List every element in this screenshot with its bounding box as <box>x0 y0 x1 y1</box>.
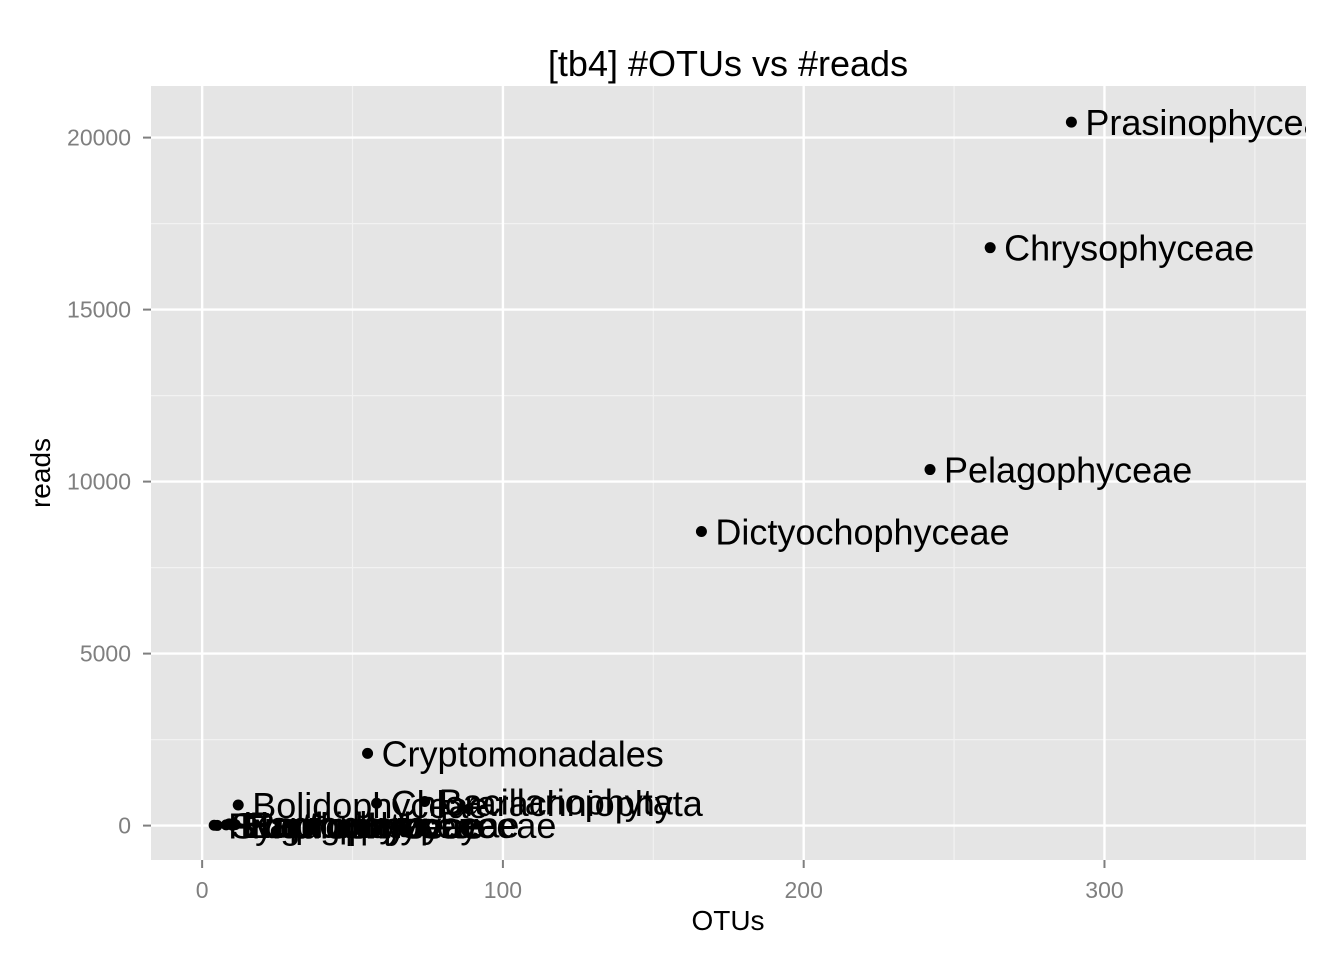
y-tick-label: 5000 <box>80 641 131 667</box>
major-grid <box>151 86 1306 860</box>
point-label: Raphidophyceae <box>249 805 519 846</box>
data-point <box>419 796 431 808</box>
data-point <box>924 464 936 476</box>
point-label: Xanthophyceae <box>246 805 496 846</box>
x-tick-label: 300 <box>1085 877 1123 903</box>
x-tick-label: 200 <box>785 877 823 903</box>
point-label: Dictyochophyceae <box>715 511 1009 552</box>
point-label: Chlorarachniophyta <box>391 783 704 824</box>
y-axis-ticks: 0 5000 10000 15000 20000 <box>67 125 151 839</box>
y-tick-label: 15000 <box>67 297 131 323</box>
x-tick-label: 0 <box>196 877 209 903</box>
point-label: Synurophyceae <box>231 805 481 846</box>
data-point <box>1065 116 1077 128</box>
points-layer: Prasinophyceae Chrysophyceae Pelagophyceae… <box>208 102 1343 846</box>
point-label: Chrysophyceae <box>1004 228 1254 269</box>
y-tick-label: 20000 <box>67 125 131 151</box>
point-label: Cryptomonadales <box>382 733 664 774</box>
chart-title: [tb4] #OTUs vs #reads <box>548 43 908 84</box>
point-label: Bolidophyceae <box>252 785 488 826</box>
y-tick-label: 10000 <box>67 469 131 495</box>
data-point <box>211 819 223 831</box>
data-point <box>226 819 238 831</box>
point-label: Pinguiophyceae <box>228 805 484 846</box>
data-point <box>695 525 707 537</box>
point-label: Pelagophyceae <box>944 450 1192 491</box>
x-tick-label: 100 <box>484 877 522 903</box>
minor-grid <box>151 86 1306 860</box>
data-point <box>984 242 996 254</box>
point-label: Haptophyta <box>243 804 428 845</box>
data-point <box>362 747 374 759</box>
point-label: Eustigmatophyceae <box>240 805 556 846</box>
x-axis-title: OTUs <box>691 905 764 936</box>
y-axis-title: reads <box>25 438 56 508</box>
data-point <box>371 797 383 809</box>
point-label: Bacillariophyta <box>439 782 674 823</box>
point-label: Prasinophyceae <box>1085 102 1343 143</box>
x-axis-ticks: 0 100 200 300 <box>196 860 1124 903</box>
data-point <box>232 799 244 811</box>
plot-panel <box>151 86 1306 860</box>
y-tick-label: 0 <box>118 813 131 839</box>
